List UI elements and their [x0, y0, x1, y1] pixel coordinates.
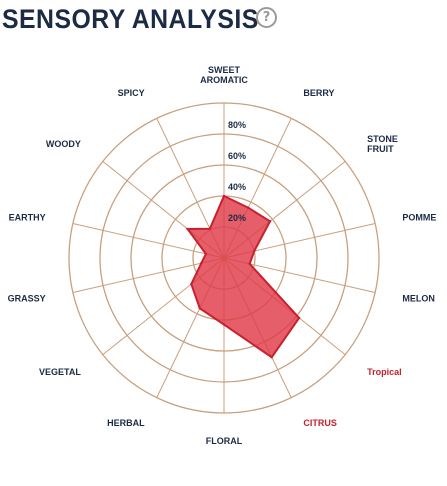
axis-label-line: Tropical — [367, 367, 402, 377]
axis-label-line: GRASSY — [8, 294, 46, 304]
tick-label: 20% — [228, 213, 246, 223]
radar-ticks: 20% 40% 60% 80% — [228, 120, 246, 223]
axis-label-line: STONE — [367, 134, 398, 144]
axis-label-line: WOODY — [46, 139, 81, 149]
axis-label-line: EARTHY — [9, 212, 46, 222]
header: SENSORY ANALYSIS — [2, 2, 281, 36]
axis-label: HERBAL — [107, 418, 145, 428]
radar-data — [185, 194, 301, 359]
axis-label-line: HERBAL — [107, 418, 145, 428]
axis-label-line: FRUIT — [367, 144, 394, 154]
tick-label: 60% — [228, 151, 246, 161]
axis-label-line: FLORAL — [206, 436, 243, 446]
axis-label: FLORAL — [206, 436, 243, 446]
axis-label-line: MELON — [402, 294, 435, 304]
axis-label-line: POMME — [402, 212, 436, 222]
axis-label: VEGETAL — [39, 367, 81, 377]
grid-spoke — [72, 257, 225, 293]
axis-label-line: SPICY — [118, 88, 145, 98]
data-point — [222, 194, 226, 198]
axis-label: Tropical — [367, 367, 402, 377]
axis-label-line: VEGETAL — [39, 367, 81, 377]
data-point — [247, 206, 250, 209]
data-point — [208, 227, 212, 230]
axis-label: CITRUS — [303, 418, 337, 428]
axis-label: BERRY — [303, 88, 334, 98]
data-point — [200, 262, 203, 265]
data-point — [270, 356, 273, 359]
axis-label: POMME — [402, 212, 436, 222]
data-point — [190, 282, 193, 286]
data-point — [268, 220, 272, 223]
axis-label: STONE FRUIT — [367, 134, 398, 154]
data-point — [204, 252, 208, 256]
page-title: SENSORY ANALYSIS — [2, 3, 259, 34]
data-point — [248, 262, 251, 266]
axis-label-line: AROMATIC — [200, 75, 248, 85]
tick-label: 80% — [228, 120, 246, 130]
axis-label: MELON — [402, 294, 435, 304]
axis-label: EARTHY — [9, 212, 46, 222]
axis-label: WOODY — [46, 139, 81, 149]
grid-spoke — [72, 223, 225, 259]
help-icon[interactable]: ? — [256, 7, 277, 28]
axis-label-line: SWEET — [208, 65, 241, 75]
radar-axis-labels: SWEET AROMATIC BERRY STONE FRUIT POMME MELON Tr… — [8, 65, 437, 446]
data-point — [222, 323, 226, 326]
data-point — [198, 307, 201, 310]
axis-label-line: BERRY — [303, 88, 334, 98]
axis-label: SPICY — [118, 88, 145, 98]
axis-label: GRASSY — [8, 294, 46, 304]
tick-label: 40% — [228, 182, 246, 192]
axis-label-line: CITRUS — [303, 418, 337, 428]
data-point — [297, 316, 301, 320]
data-point — [186, 227, 189, 231]
data-point — [253, 249, 256, 253]
axis-label: SWEET AROMATIC — [200, 65, 248, 85]
